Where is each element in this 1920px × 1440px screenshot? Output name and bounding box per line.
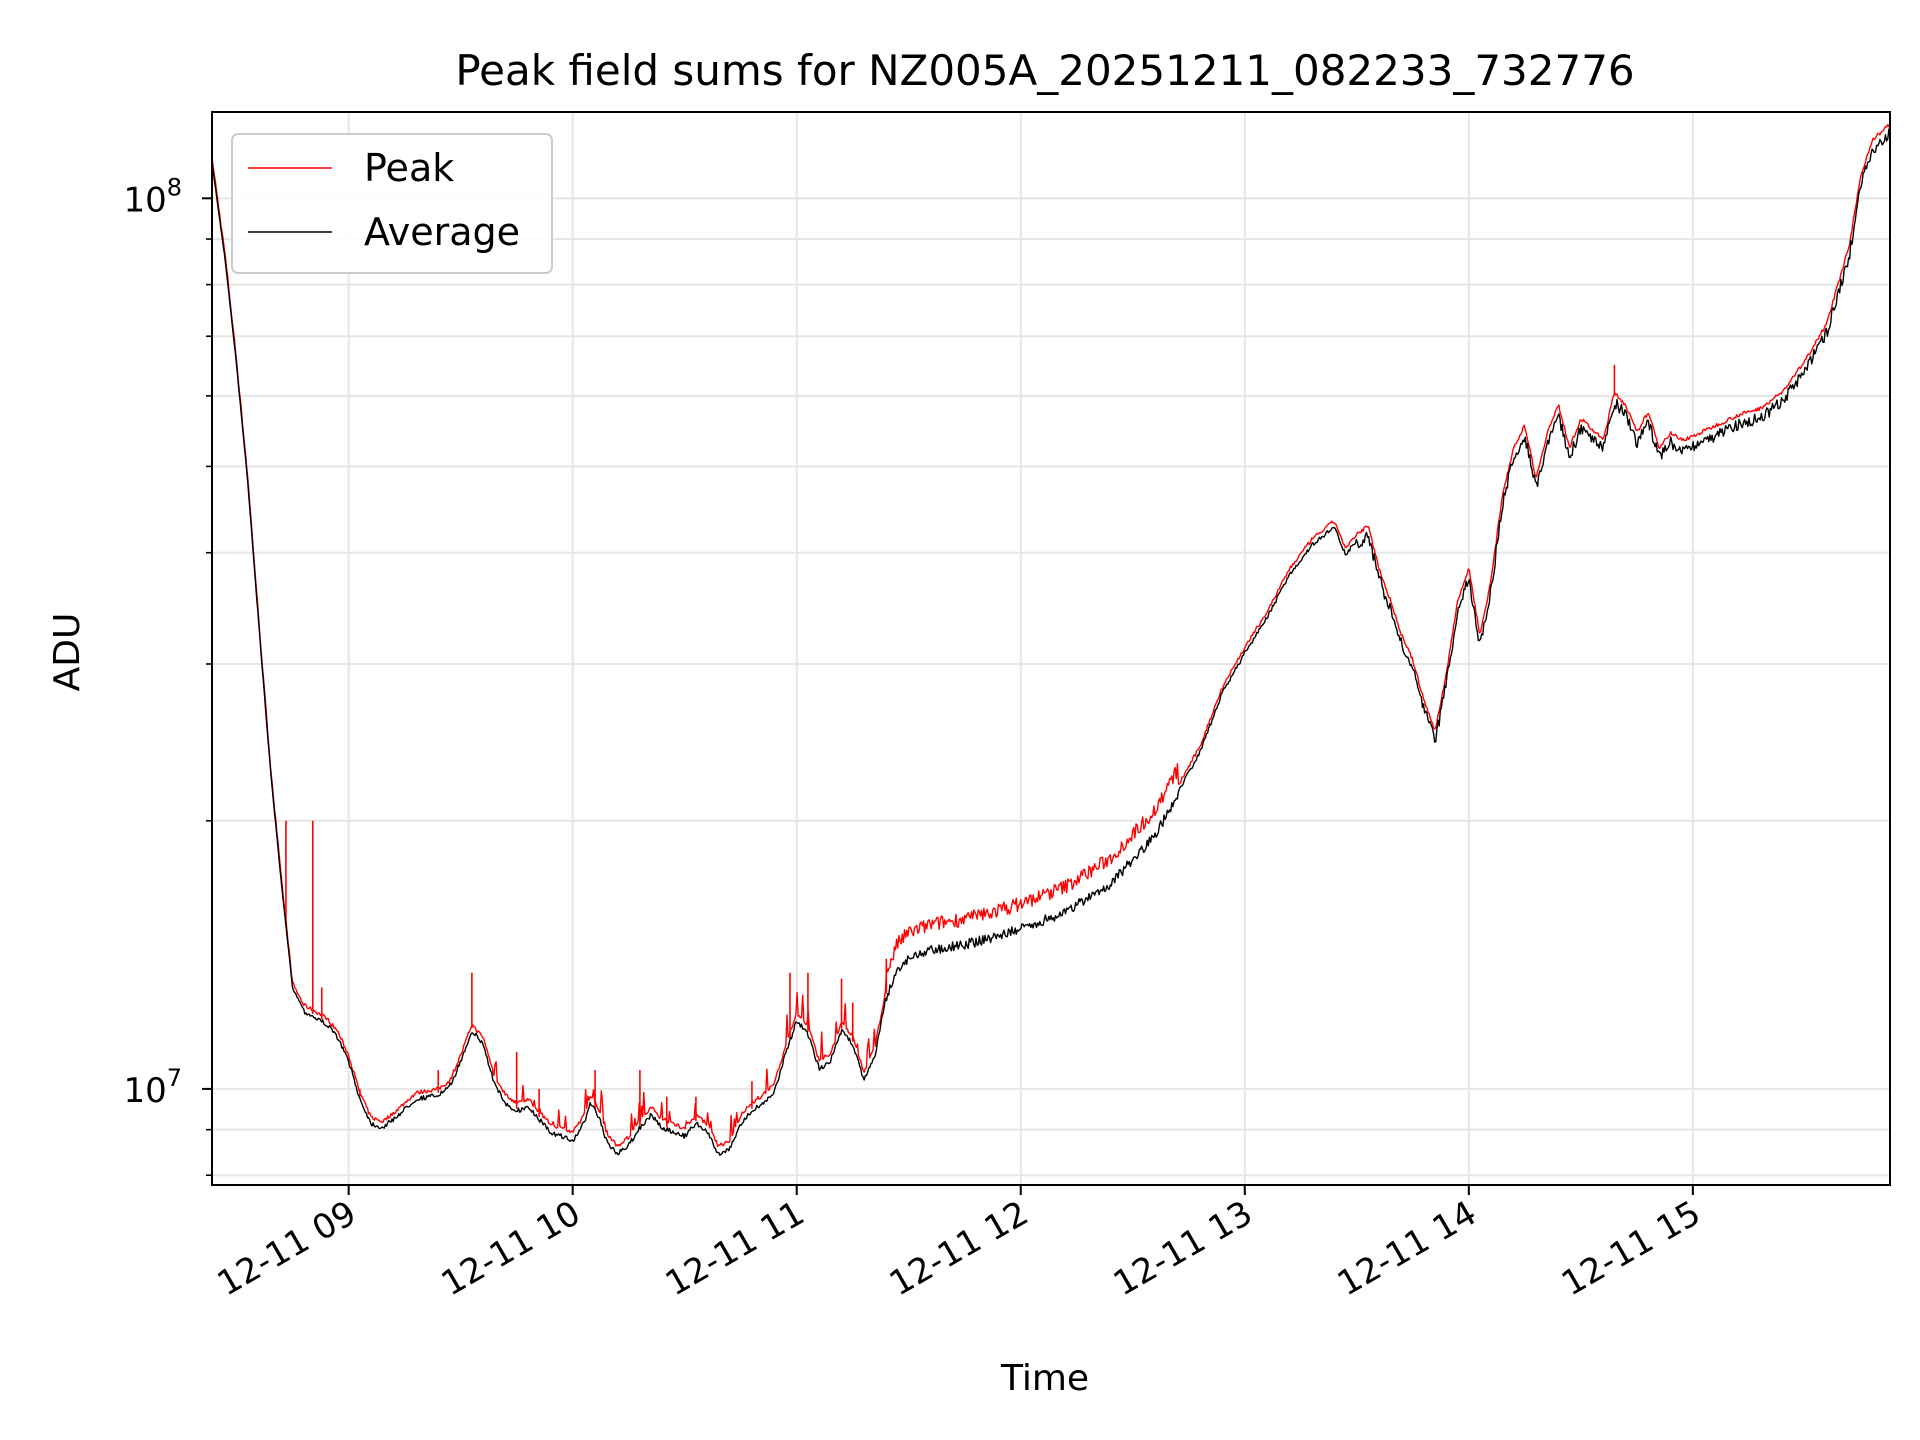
legend: Peak Average	[231, 133, 553, 274]
average-series-line	[211, 128, 1891, 1156]
legend-label-peak: Peak	[364, 146, 454, 190]
peak-series-line	[211, 123, 1891, 1148]
x-axis-label: Time	[1000, 1358, 1089, 1399]
y-axis-label: ADU	[47, 613, 88, 692]
plot-frame	[211, 111, 1891, 1186]
plot-series	[211, 123, 1891, 1156]
chart-title: Peak field sums for NZ005A_20251211_0822…	[455, 46, 1634, 95]
legend-label-average: Average	[364, 210, 520, 254]
